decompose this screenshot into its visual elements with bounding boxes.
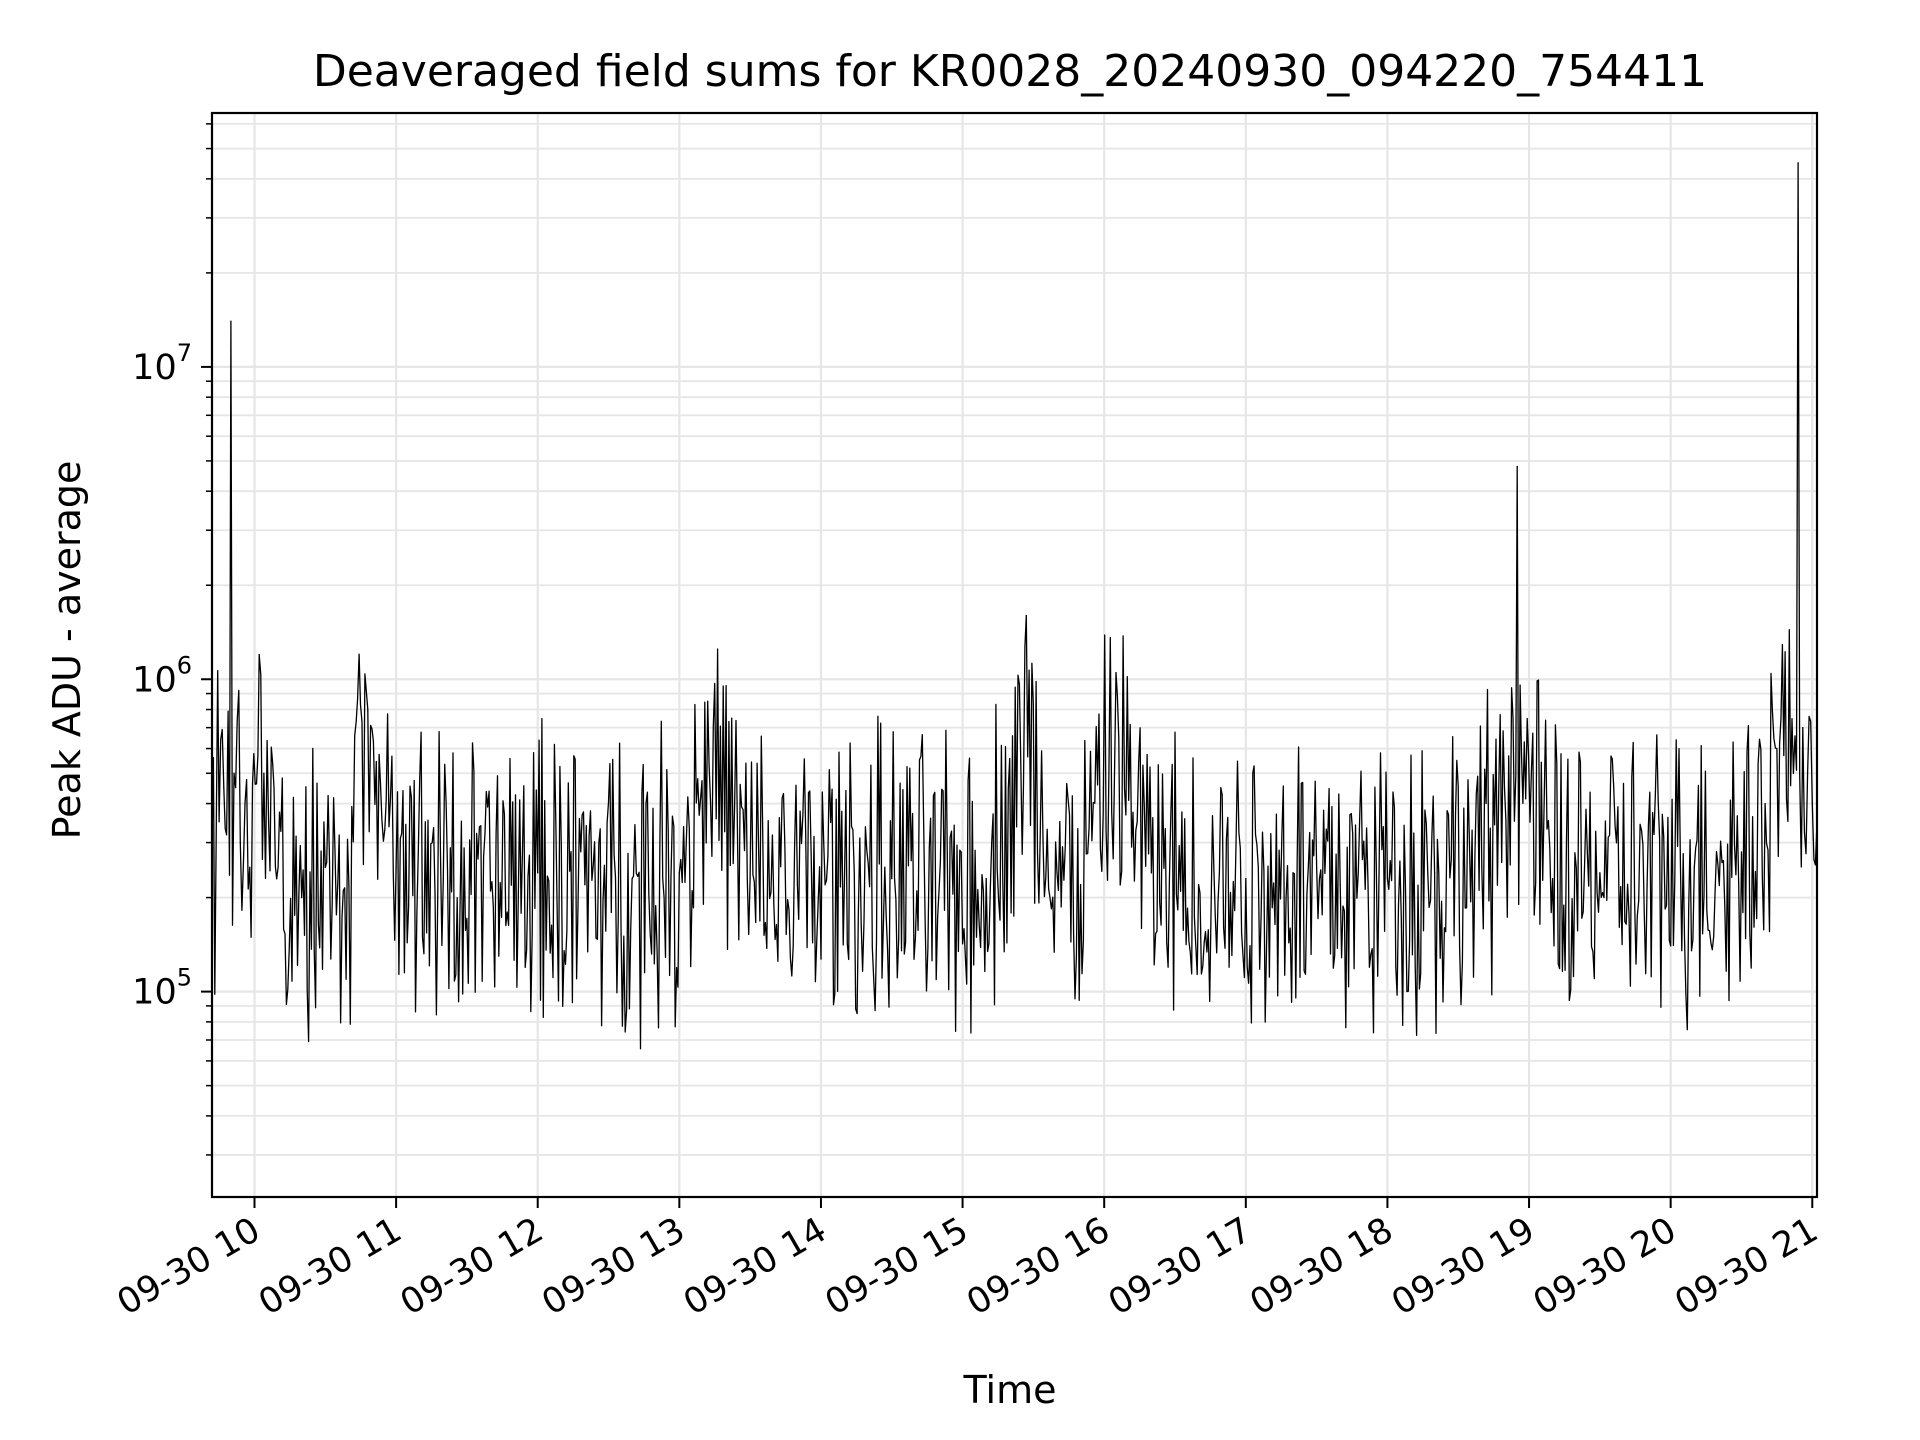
series-point <box>1740 851 1743 853</box>
series-point <box>1292 872 1294 874</box>
series-point <box>301 896 303 899</box>
series-point <box>489 890 492 892</box>
series-point <box>1646 884 1648 886</box>
series-point <box>1792 772 1794 774</box>
series-point <box>324 866 326 868</box>
series-point <box>395 866 397 868</box>
series-point <box>367 708 369 711</box>
series-point <box>1386 878 1389 880</box>
series-point <box>1115 672 1117 674</box>
series-point <box>277 866 279 868</box>
x-axis-label: Time <box>963 1368 1057 1412</box>
series-point <box>239 841 241 844</box>
series-point <box>1552 878 1554 880</box>
series-point <box>249 866 251 868</box>
y-axis-label: Peak ADU - average <box>45 461 89 840</box>
series-point <box>268 821 270 823</box>
series-point <box>1079 884 1082 886</box>
series-point <box>442 878 444 880</box>
series-point <box>1599 872 1601 874</box>
series-point <box>218 821 220 823</box>
series-point <box>1150 872 1152 874</box>
series-point <box>1481 866 1483 868</box>
series-point <box>1339 884 1341 886</box>
series-point <box>843 872 846 874</box>
y-tick-label: 107 <box>132 339 192 388</box>
series-point <box>631 878 633 880</box>
series-point <box>749 878 751 880</box>
series-point <box>258 653 260 656</box>
series-point <box>584 884 586 886</box>
chart-title: Deaveraged field sums for KR0028_2024093… <box>313 46 1707 97</box>
series-point <box>1802 727 1804 729</box>
y-tick-label: 106 <box>132 651 192 700</box>
series-line-0 <box>211 162 1818 1050</box>
series-point <box>244 802 246 805</box>
series-point <box>1434 872 1436 874</box>
series-point <box>1516 465 1518 468</box>
plot-frame <box>210 111 1819 1199</box>
series-point <box>235 786 237 789</box>
series-point <box>707 700 709 702</box>
series-point <box>348 884 350 886</box>
series-point <box>1776 747 1778 750</box>
series-point <box>938 890 940 892</box>
series-point <box>796 884 798 886</box>
series-point <box>678 872 680 874</box>
series-point <box>537 872 539 874</box>
y-tick-label: 105 <box>132 964 192 1013</box>
series-point <box>891 878 893 880</box>
series-point <box>230 320 232 322</box>
series-point <box>1811 802 1813 805</box>
series-point <box>1025 614 1027 617</box>
series-point <box>1245 878 1247 880</box>
series-point <box>1797 162 1799 164</box>
series-point <box>1806 772 1809 774</box>
series-layer <box>211 162 1818 1050</box>
series-point <box>1764 802 1766 805</box>
series-point <box>1198 884 1200 886</box>
series-point <box>1056 872 1058 874</box>
series-point <box>223 786 225 789</box>
series-point <box>985 878 987 880</box>
series-point <box>263 772 265 774</box>
series-point <box>1693 866 1695 868</box>
